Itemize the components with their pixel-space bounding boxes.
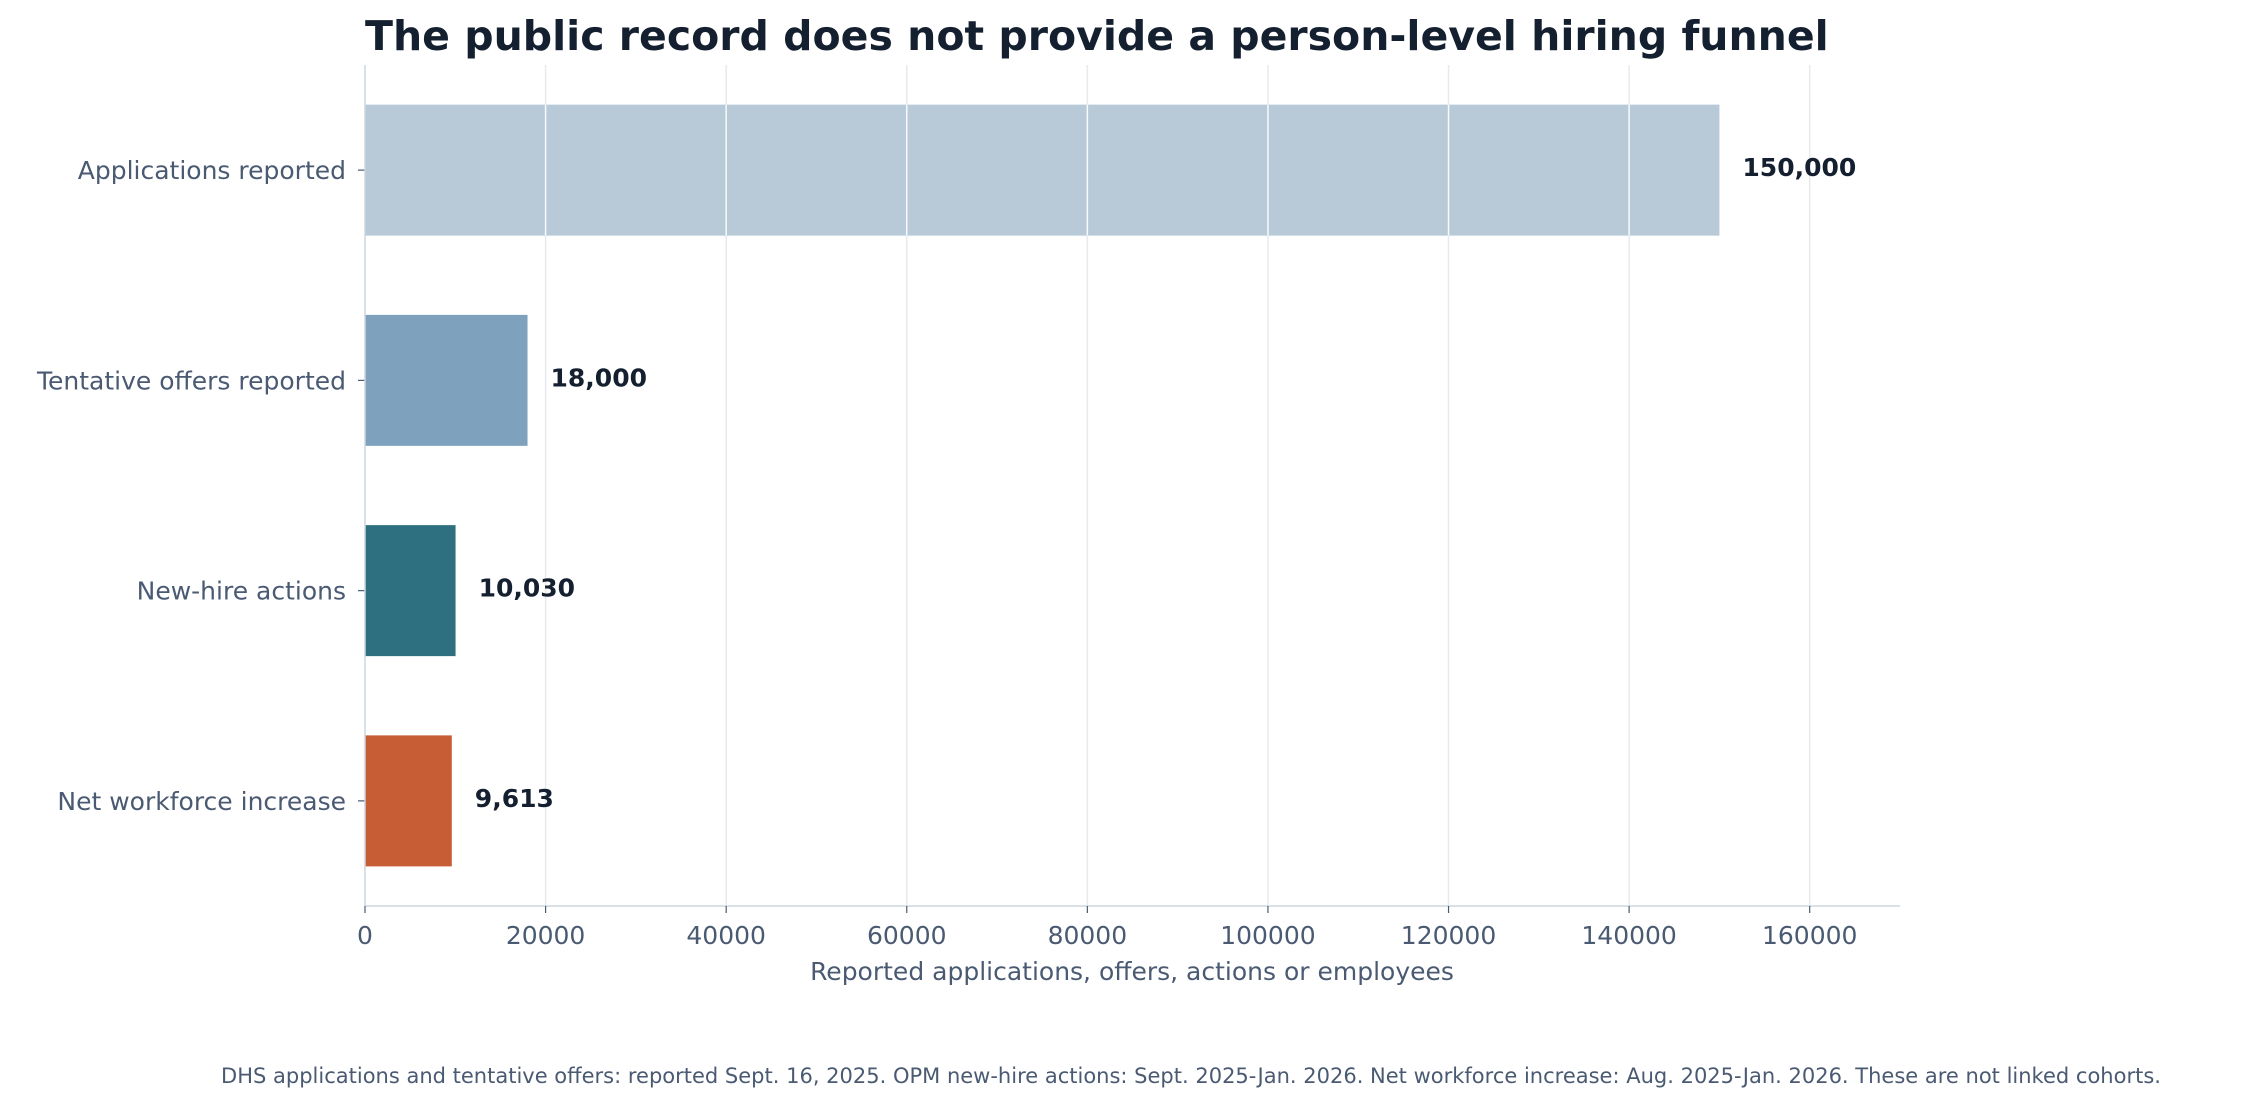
category-label: New-hire actions [137,577,346,606]
x-tick-label: 80000 [1048,921,1128,950]
x-tick-label: 100000 [1220,921,1315,950]
x-tick-label: 0 [357,921,373,950]
x-tick-label: 140000 [1581,921,1676,950]
category-label: Net workforce increase [57,787,346,816]
x-tick-label: 20000 [506,921,586,950]
axes: Applications reported Tentative offers re… [36,65,1900,950]
bar [365,735,452,867]
bar-value-label: 10,030 [479,574,575,603]
category-label: Tentative offers reported [36,366,346,395]
category-label: Applications reported [78,156,346,185]
x-tick-label: 120000 [1401,921,1496,950]
x-tick-label: 60000 [867,921,947,950]
bar [365,525,456,657]
bar-value-label: 18,000 [551,363,647,392]
bar [365,104,1720,236]
chart-title: The public record does not provide a per… [365,12,1829,60]
bar-value-label: 150,000 [1742,153,1856,182]
x-tick-label: 160000 [1762,921,1857,950]
footnote: DHS applications and tentative offers: r… [221,1064,2161,1088]
bar-value-label: 9,613 [475,784,554,813]
x-axis-title: Reported applications, offers, actions o… [810,957,1454,986]
bar [365,314,528,446]
x-tick-label: 40000 [686,921,766,950]
bars: 150,000 18,000 10,030 9,613 [365,104,1856,867]
